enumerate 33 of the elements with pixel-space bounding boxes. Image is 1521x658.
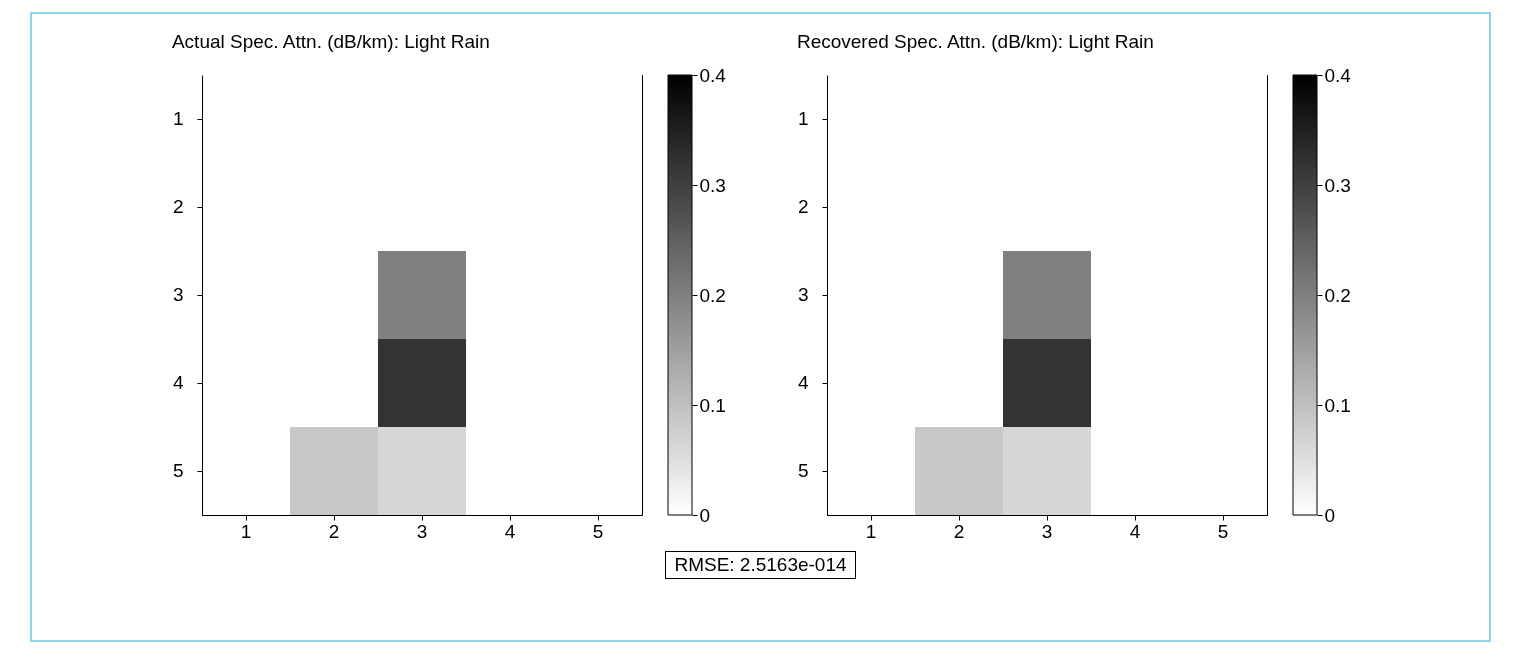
- y-tick-label: 5: [172, 460, 183, 481]
- x-tick-label: 2: [328, 520, 339, 542]
- x-tick-label: 4: [504, 520, 516, 542]
- color-bar-label: 0.3: [699, 174, 726, 196]
- x-tick-label: 3: [416, 520, 427, 542]
- chart-title: Actual Spec. Attn. (dB/km): Light Rain: [171, 31, 490, 52]
- y-tick-label: 3: [172, 284, 183, 305]
- color-bar-label: 0: [699, 504, 710, 526]
- x-tick-label: 3: [1041, 520, 1052, 542]
- y-tick-label: 3: [797, 284, 808, 305]
- color-bar-label: 0.4: [699, 64, 726, 86]
- y-tick-label: 1: [797, 108, 808, 129]
- y-tick-label: 5: [797, 460, 808, 481]
- color-bar-label: 0.2: [699, 284, 726, 306]
- chart-title: Recovered Spec. Attn. (dB/km): Light Rain: [796, 31, 1154, 52]
- x-tick-label: 4: [1129, 520, 1141, 542]
- color-bar-label: 0.3: [1324, 174, 1351, 196]
- color-bar-label: 0.4: [1324, 64, 1351, 86]
- y-tick-label: 1: [172, 108, 183, 129]
- y-tick-label: 2: [172, 196, 183, 217]
- color-bar-label: 0.1: [1324, 394, 1351, 416]
- y-tick-label: 4: [797, 372, 809, 393]
- text: RMSE: 2.5163e-014: [665, 551, 856, 579]
- x-tick-label: 5: [592, 520, 603, 542]
- color-bar-label: 0: [1324, 504, 1335, 526]
- color-bar-label: 0.2: [1324, 284, 1351, 306]
- y-tick-label: 4: [172, 372, 184, 393]
- x-tick-label: 1: [240, 520, 251, 542]
- x-tick-label: 5: [1217, 520, 1228, 542]
- color-bar-label: 0.1: [699, 394, 726, 416]
- x-tick-label: 2: [953, 520, 964, 542]
- y-tick-label: 2: [797, 196, 808, 217]
- x-tick-label: 1: [865, 520, 876, 542]
